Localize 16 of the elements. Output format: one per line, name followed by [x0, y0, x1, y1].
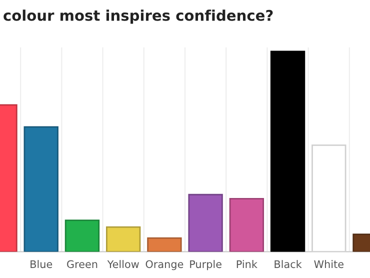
- bar: [188, 194, 223, 252]
- chart-title: colour most inspires confidence?: [4, 10, 273, 24]
- x-tick-label: Orange: [146, 260, 184, 270]
- x-tick-label: Purple: [190, 260, 222, 270]
- x-tick-label: White: [314, 260, 344, 268]
- x-tick-label: Green: [67, 260, 98, 268]
- x-tick-label: Black: [274, 260, 302, 268]
- bar: [270, 50, 306, 252]
- bar: [24, 126, 58, 252]
- bar: [64, 220, 100, 252]
- bar: [106, 226, 141, 252]
- x-tick-label: Pink: [236, 260, 258, 268]
- bar: [147, 237, 182, 252]
- x-tick-label: Yellow: [107, 260, 139, 268]
- x-tick-label: Blue: [30, 260, 52, 268]
- bar: [229, 198, 264, 252]
